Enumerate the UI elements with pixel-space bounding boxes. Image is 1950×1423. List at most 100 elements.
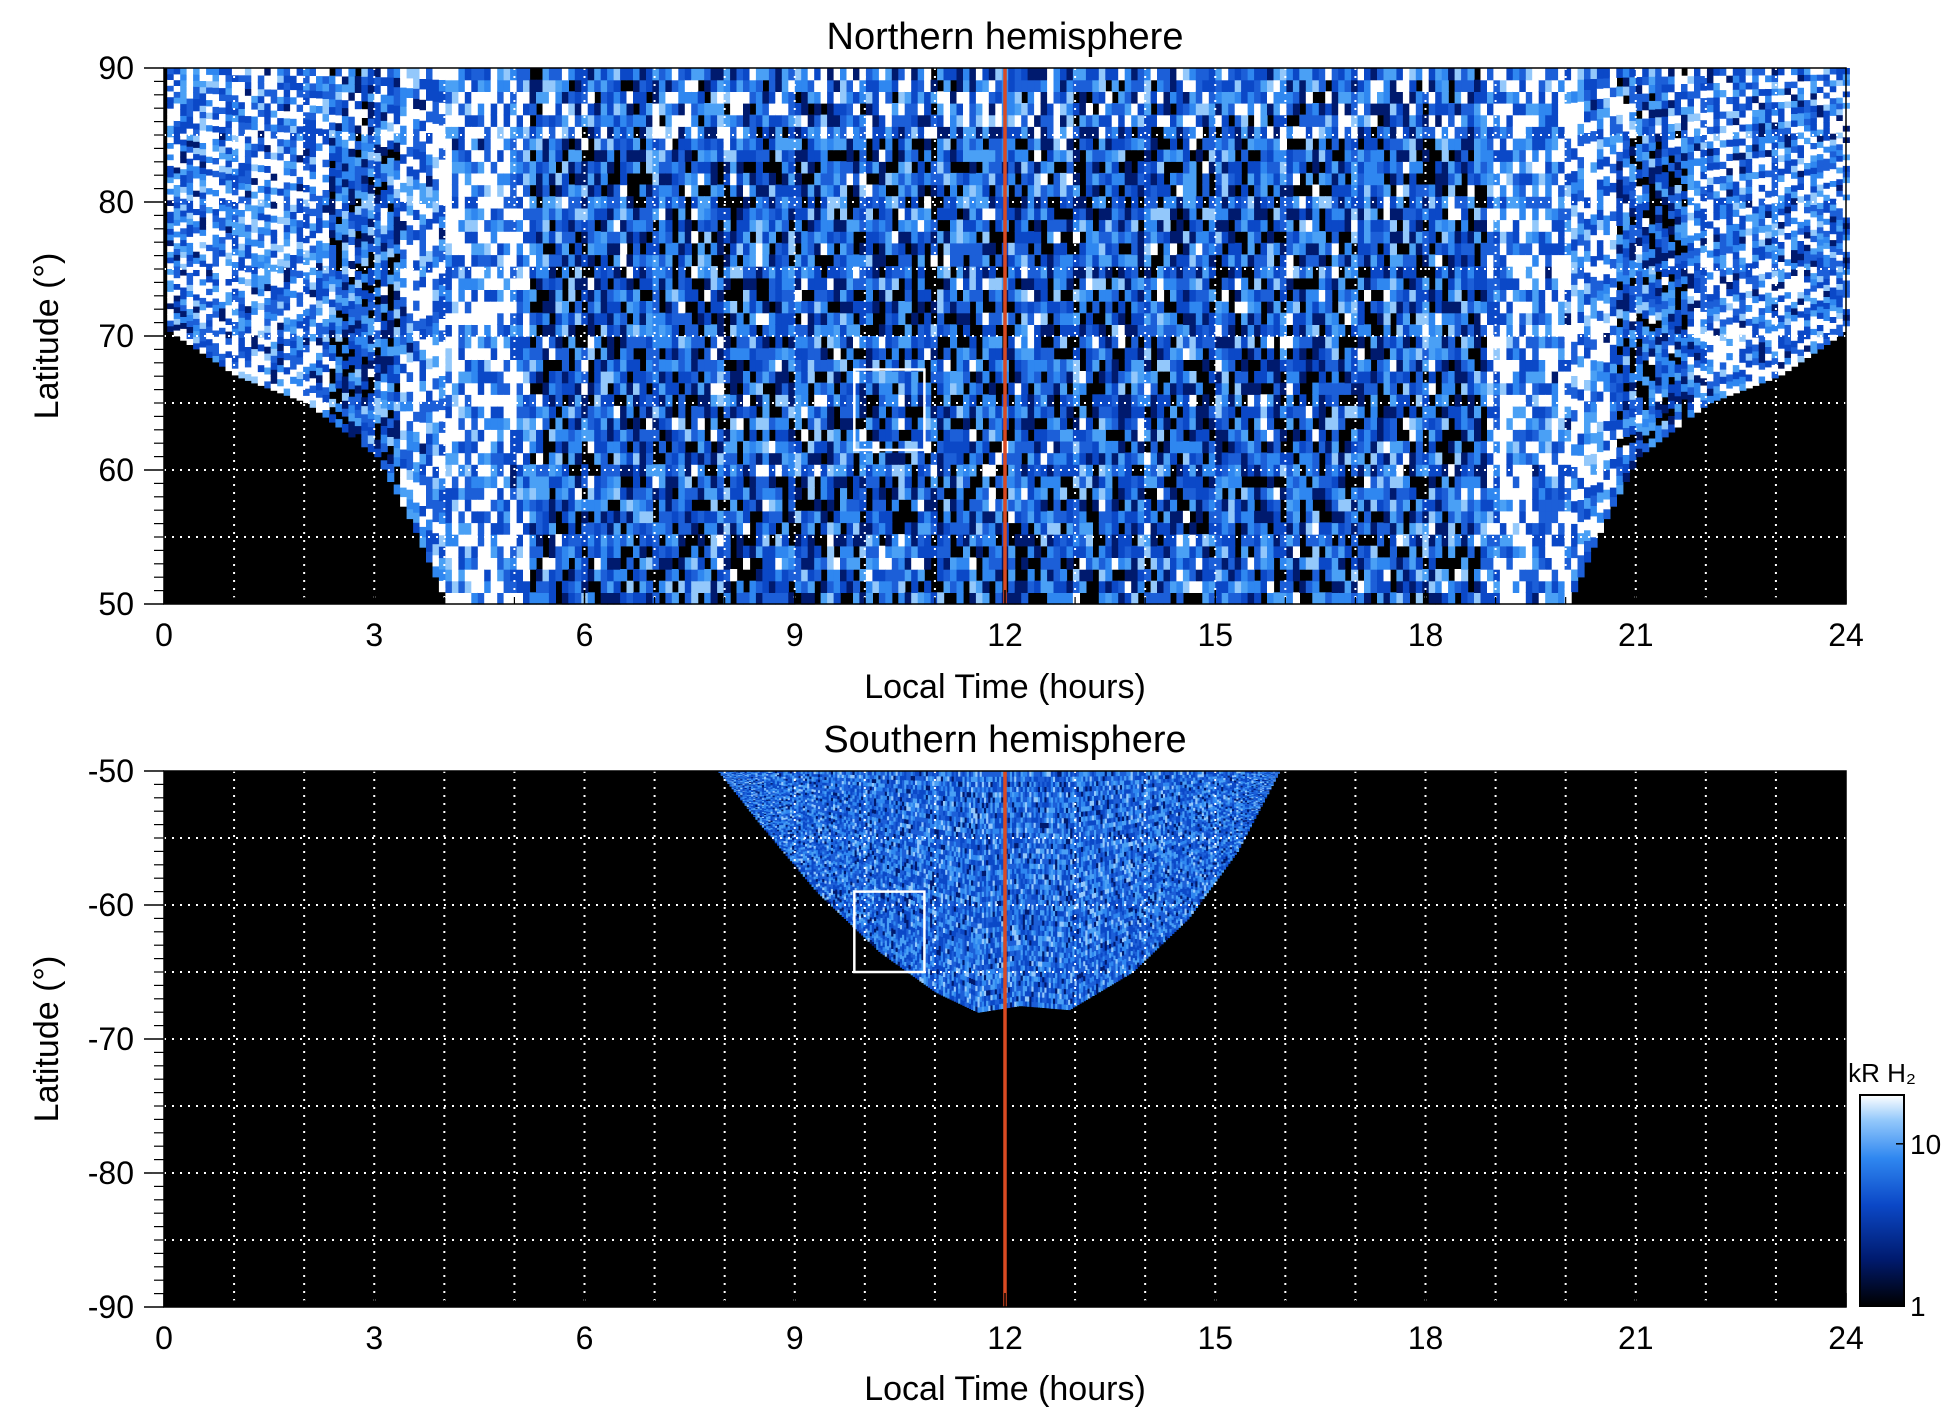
emission-cell [180,92,187,99]
emission-cell [801,161,808,173]
emission-cell [297,277,304,285]
emission-cell [180,281,187,288]
emission-cell [335,162,342,170]
emission-cell [730,429,737,441]
emission-cell [458,185,465,197]
emission-cell [355,369,362,378]
emission-cell [808,115,815,127]
emission-cell [335,333,342,341]
emission-cell [478,220,485,232]
emission-cell [433,389,440,401]
emission-cell [426,272,433,283]
emission-cell [905,266,912,278]
emission-cell [504,115,511,127]
emission-cell [290,369,297,377]
emission-cell [517,301,524,313]
emission-cell [329,314,336,322]
emission-cell [627,464,634,476]
emission-cell [911,68,918,80]
emission-cell [206,68,213,75]
emission-cell [497,150,504,162]
emission-cell [568,394,575,406]
emission-cell [277,216,284,224]
emission-cell [458,278,465,290]
emission-cell [232,341,239,348]
emission-cell [627,301,634,313]
emission-cell [530,208,537,220]
emission-cell [407,421,414,431]
emission-cell [213,94,220,101]
emission-cell [426,315,433,326]
emission-cell [652,429,659,441]
emission-cell [665,557,672,569]
emission-cell [872,115,879,127]
emission-cell [277,82,284,90]
emission-cell [795,371,802,383]
emission-cell [685,313,692,325]
emission-cell [652,161,659,173]
emission-cell [601,429,608,441]
emission-cell [426,122,433,133]
emission-cell [361,439,368,448]
emission-cell [762,313,769,325]
emission-cell [374,381,381,390]
emission-cell [601,476,608,488]
emission-cell [484,266,491,278]
emission-cell [400,497,407,507]
emission-cell [588,301,595,313]
emission-cell [879,243,886,255]
emission-cell [374,220,381,229]
emission-cell [659,581,666,593]
emission-cell [271,299,278,307]
emission-cell [821,522,828,534]
emission-cell [646,488,653,500]
emission-cell [478,348,485,360]
emission-cell [834,220,841,232]
emission-cell [594,371,601,383]
emission-cell [892,371,899,383]
emission-cell [672,383,679,395]
emission-cell [898,68,905,80]
emission-cell [329,345,336,353]
emission-cell [206,81,213,88]
emission-cell [769,592,776,604]
emission-cell [762,592,769,604]
emission-cell [575,68,582,80]
emission-cell [355,222,362,231]
emission-cell [847,126,854,138]
emission-cell [640,394,647,406]
emission-cell [892,418,899,430]
emission-cell [711,383,718,395]
emission-cell [814,546,821,558]
emission-cell [374,414,381,423]
emission-cell [471,68,478,80]
emission-cell [445,161,452,173]
emission-cell [853,522,860,534]
emission-cell [329,137,336,145]
emission-cell [277,167,284,175]
emission-cell [471,266,478,278]
emission-cell [420,68,427,79]
emission-cell [672,243,679,255]
emission-cell [523,359,530,371]
emission-cell [290,204,297,212]
emission-cell [445,68,452,80]
emission-cell [568,592,575,604]
emission-cell [536,185,543,197]
emission-cell [788,324,795,336]
emission-cell [310,120,317,128]
emission-cell [381,434,388,443]
emission-cell [297,111,304,119]
emission-cell [206,307,213,314]
emission-cell [245,183,252,190]
emission-cell [730,91,737,103]
emission-cell [245,170,252,177]
emission-cell [277,89,284,97]
emission-cell [652,278,659,290]
emission-cell [264,103,271,111]
emission-cell [361,241,368,250]
emission-cell [672,185,679,197]
emission-cell [769,313,776,325]
emission-cell [672,324,679,336]
emission-cell [316,292,323,300]
